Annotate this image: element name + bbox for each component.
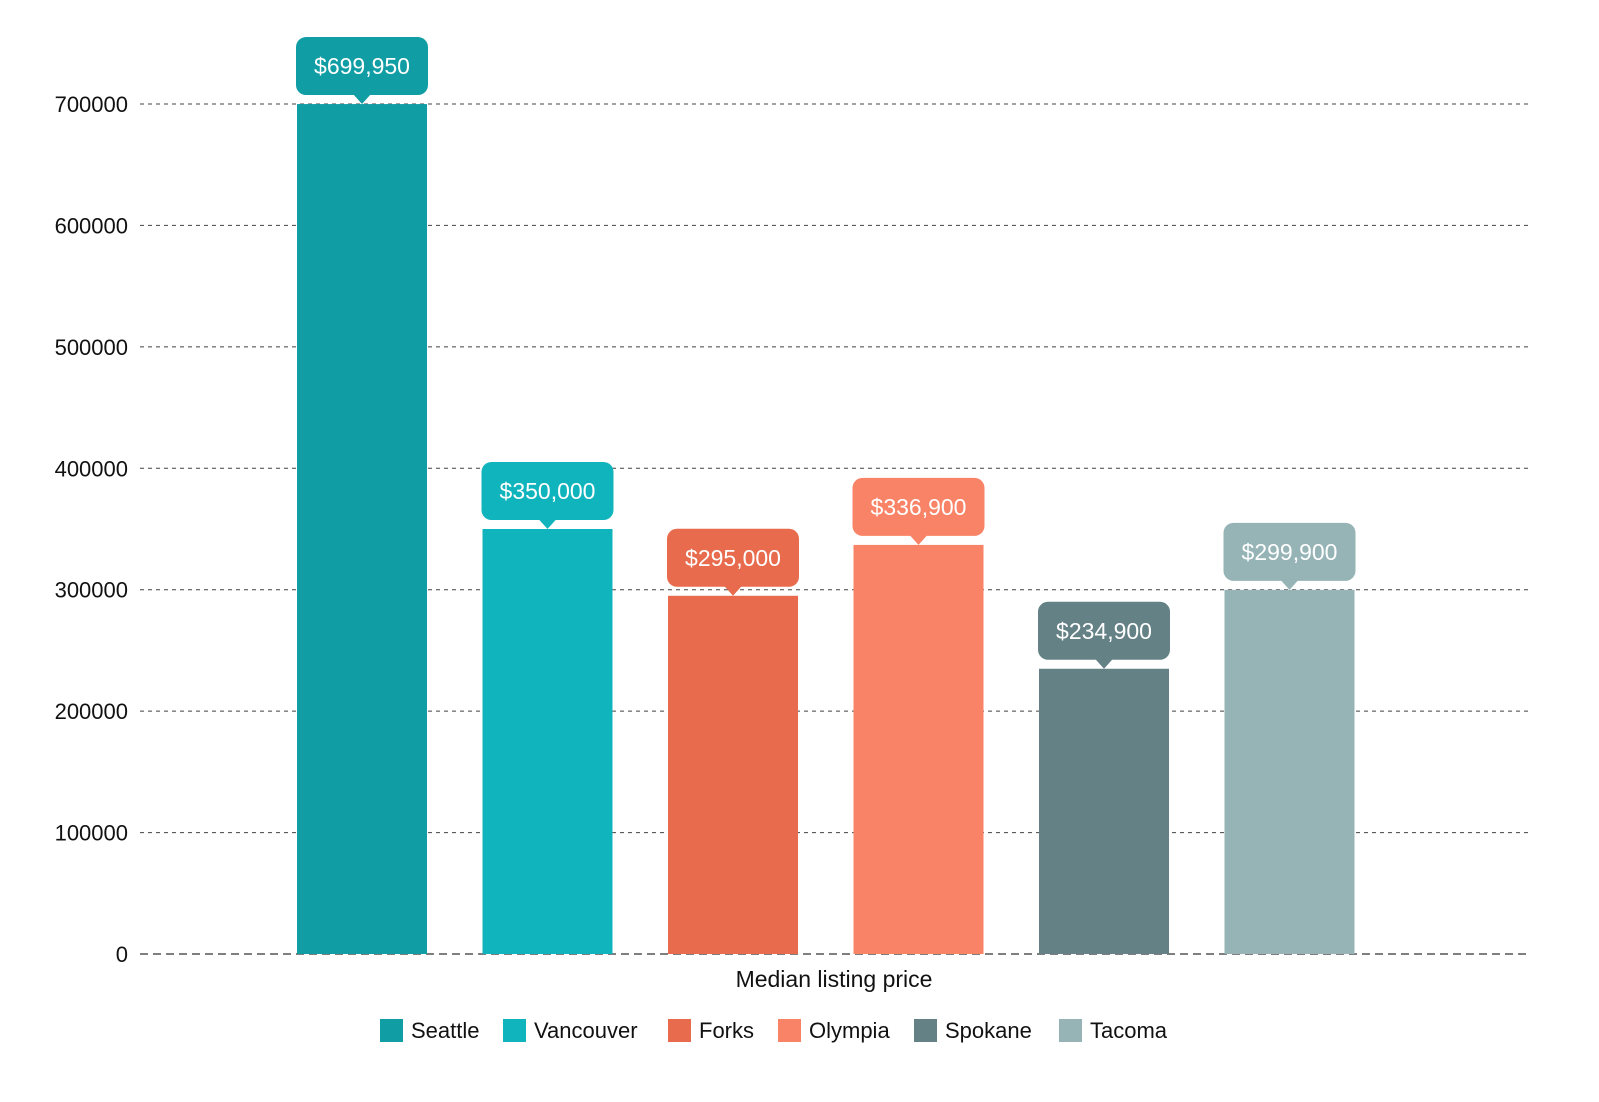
data-label-tacoma: $299,900 xyxy=(1223,522,1356,590)
legend-label: Seattle xyxy=(411,1018,480,1043)
x-category-label: Median listing price xyxy=(736,966,933,992)
legend-label: Tacoma xyxy=(1090,1018,1168,1043)
legend: Seattle Vancouver Forks Olympia Spokane Tacom… xyxy=(380,1018,1168,1043)
data-label-box xyxy=(1223,522,1356,581)
y-tick-label: 0 xyxy=(116,942,128,967)
data-label-olympia: $336,900 xyxy=(852,477,985,545)
data-label-text: $299,900 xyxy=(1242,539,1338,565)
data-label-text: $350,000 xyxy=(500,478,596,504)
y-tick-label: 100000 xyxy=(55,821,128,846)
data-label-box xyxy=(852,477,985,536)
data-label-pointer xyxy=(1280,579,1299,590)
data-label-box xyxy=(1038,601,1170,660)
bar-vancouver xyxy=(482,529,613,954)
y-tick-label: 400000 xyxy=(55,456,128,481)
y-axis-ticks: 0 100000 200000 300000 400000 500000 600000 700… xyxy=(55,92,128,967)
legend-item-forks: Forks xyxy=(668,1018,754,1043)
data-label-pointer xyxy=(909,534,928,545)
bar-forks xyxy=(668,595,798,954)
legend-label: Olympia xyxy=(809,1018,890,1043)
legend-item-spokane: Spokane xyxy=(914,1018,1032,1043)
legend-swatch xyxy=(380,1019,403,1042)
legend-item-seattle: Seattle xyxy=(380,1018,480,1043)
data-label-text: $234,900 xyxy=(1056,618,1152,644)
data-label-spokane: $234,900 xyxy=(1038,601,1170,669)
data-label-pointer xyxy=(538,519,557,529)
y-tick-label: 700000 xyxy=(55,92,128,117)
legend-swatch xyxy=(778,1019,801,1042)
legend-swatch xyxy=(668,1019,691,1042)
data-label-box xyxy=(296,37,428,96)
bar-olympia xyxy=(853,544,984,954)
legend-swatch xyxy=(503,1019,526,1042)
legend-item-tacoma: Tacoma xyxy=(1059,1018,1168,1043)
y-tick-label: 500000 xyxy=(55,335,128,360)
data-label-text: $699,950 xyxy=(314,53,410,79)
data-label-box xyxy=(667,528,799,587)
data-label-forks: $295,000 xyxy=(667,528,799,596)
data-label-seattle: $699,950 xyxy=(296,37,428,105)
legend-item-olympia: Olympia xyxy=(778,1018,890,1043)
data-label-text: $336,900 xyxy=(871,494,967,520)
data-labels: $699,950 $350,000 $295,000 $336,900 $234,900… xyxy=(296,37,1356,669)
legend-swatch xyxy=(914,1019,937,1042)
bar-tacoma xyxy=(1224,589,1355,954)
data-label-vancouver: $350,000 xyxy=(481,462,614,529)
legend-label: Spokane xyxy=(945,1018,1032,1043)
bars xyxy=(297,104,1355,954)
legend-label: Forks xyxy=(699,1018,754,1043)
legend-label: Vancouver xyxy=(534,1018,638,1043)
y-tick-label: 300000 xyxy=(55,578,128,603)
data-label-pointer xyxy=(724,585,742,596)
bar-spokane xyxy=(1039,668,1169,954)
data-label-pointer xyxy=(353,94,371,105)
legend-swatch xyxy=(1059,1019,1082,1042)
y-tick-label: 600000 xyxy=(55,213,128,238)
bar-seattle xyxy=(297,104,427,954)
data-label-text: $295,000 xyxy=(685,545,781,571)
data-label-pointer xyxy=(1095,658,1113,669)
data-label-box xyxy=(481,462,614,520)
legend-item-vancouver: Vancouver xyxy=(503,1018,638,1043)
y-tick-label: 200000 xyxy=(55,699,128,724)
